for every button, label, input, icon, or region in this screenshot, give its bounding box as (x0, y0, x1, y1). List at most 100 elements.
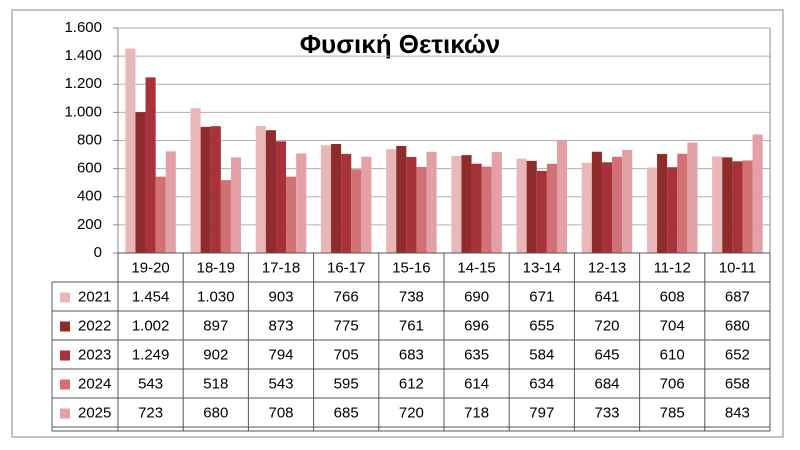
table-value: 797 (529, 404, 554, 421)
bar (331, 144, 342, 253)
table-value: 685 (334, 404, 359, 421)
table-value: 543 (268, 375, 293, 392)
table-value: 843 (725, 404, 750, 421)
table-value: 723 (138, 404, 163, 421)
bar (581, 162, 592, 253)
bar (712, 156, 723, 253)
x-tick-label: 16-17 (327, 259, 365, 276)
table-value: 903 (268, 288, 293, 305)
table-value: 761 (399, 317, 424, 334)
table-value: 738 (399, 288, 424, 305)
table-value: 1.002 (132, 317, 170, 334)
bar (732, 161, 743, 253)
bar (406, 156, 417, 253)
bar (125, 48, 136, 253)
x-tick-label: 11-12 (654, 259, 691, 276)
table-value: 1.454 (132, 288, 170, 305)
table-value: 680 (203, 404, 228, 421)
table-value: 684 (594, 375, 619, 392)
table-value: 794 (268, 346, 293, 363)
bar (657, 154, 668, 253)
table-value: 766 (334, 288, 359, 305)
bar (265, 130, 276, 253)
bar (612, 156, 623, 253)
y-tick-label: 600 (77, 160, 102, 177)
table-value: 733 (594, 404, 619, 421)
y-tick-label: 800 (77, 131, 102, 148)
legend-swatch (60, 321, 70, 332)
y-tick-label: 1.400 (64, 47, 102, 64)
bar (667, 167, 678, 253)
table-value: 671 (529, 288, 554, 305)
bar (190, 108, 201, 253)
x-tick-label: 15-16 (392, 259, 430, 276)
x-tick-label: 17-18 (262, 259, 300, 276)
bar (591, 151, 602, 253)
bar (546, 163, 557, 253)
table-value: 543 (138, 375, 163, 392)
bar (220, 180, 231, 253)
bar (646, 167, 658, 253)
bar (286, 176, 297, 253)
table-value: 690 (464, 288, 489, 305)
bar (135, 112, 146, 253)
table-value: 652 (725, 346, 750, 363)
legend-label: 2024 (78, 375, 111, 392)
bar (361, 156, 372, 253)
bar (351, 169, 362, 253)
bar (451, 155, 462, 253)
y-tick-label: 1.200 (64, 75, 102, 92)
legend-swatch (60, 379, 70, 390)
bar (471, 163, 482, 253)
table-value: 897 (203, 317, 228, 334)
bar (491, 152, 502, 253)
table-value: 720 (399, 404, 424, 421)
bar (210, 126, 221, 253)
bar (677, 153, 688, 253)
bar (601, 162, 613, 253)
bar (275, 141, 287, 253)
bar (416, 166, 427, 253)
bar (200, 126, 211, 253)
table-value: 775 (334, 317, 359, 334)
table-value: 708 (268, 404, 293, 421)
bar (742, 160, 753, 253)
chart-title: Φυσική Θετικών (300, 29, 501, 59)
x-tick-label: 12-13 (588, 259, 626, 276)
table-value: 584 (529, 346, 554, 363)
table-value: 518 (203, 375, 228, 392)
table-value: 610 (660, 346, 685, 363)
table-value: 680 (725, 317, 750, 334)
table-value: 595 (334, 375, 359, 392)
x-tick-label: 18-19 (197, 259, 235, 276)
bar (426, 151, 437, 253)
y-tick-label: 1.600 (64, 19, 102, 36)
table-value: 612 (399, 375, 424, 392)
table-value: 720 (594, 317, 619, 334)
legend-label: 2021 (78, 288, 111, 305)
table-value: 641 (594, 288, 619, 305)
table-value: 902 (203, 346, 228, 363)
bar (526, 160, 537, 253)
legend-swatch (60, 292, 70, 303)
legend-swatch (60, 350, 70, 361)
table-value: 704 (660, 317, 685, 334)
bar (752, 134, 763, 253)
legend-label: 2023 (78, 346, 111, 363)
bar (481, 166, 492, 253)
bar (296, 153, 307, 253)
table-value: 645 (594, 346, 619, 363)
bar (165, 151, 176, 253)
table-value: 655 (529, 317, 554, 334)
bar (155, 176, 166, 253)
table-value: 705 (334, 346, 359, 363)
y-tick-label: 0 (94, 244, 102, 261)
legend-label: 2022 (78, 317, 111, 334)
x-tick-label: 14-15 (457, 259, 495, 276)
legend-label: 2025 (78, 404, 111, 421)
bar (622, 149, 633, 253)
bar (687, 142, 698, 253)
legend-swatch (60, 408, 70, 419)
